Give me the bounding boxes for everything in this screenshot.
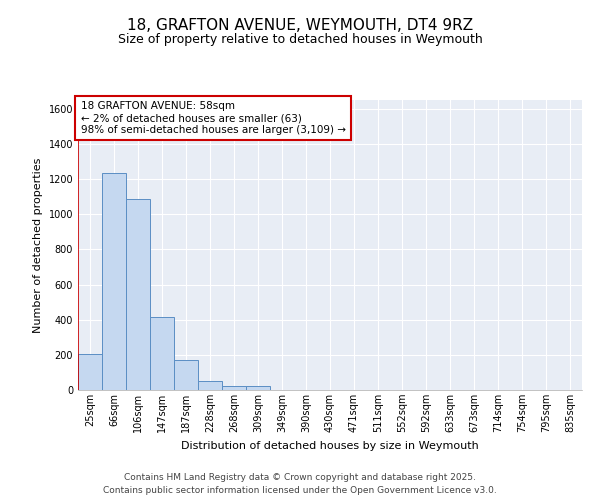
Y-axis label: Number of detached properties: Number of detached properties (33, 158, 43, 332)
Bar (78, 354, 102, 390)
Text: 18 GRAFTON AVENUE: 58sqm
← 2% of detached houses are smaller (63)
98% of semi-de: 18 GRAFTON AVENUE: 58sqm ← 2% of detache… (80, 102, 346, 134)
Bar (198, 381, 222, 390)
Text: 18, GRAFTON AVENUE, WEYMOUTH, DT4 9RZ: 18, GRAFTON AVENUE, WEYMOUTH, DT4 9RZ (127, 18, 473, 32)
X-axis label: Distribution of detached houses by size in Weymouth: Distribution of detached houses by size … (181, 440, 479, 450)
Bar (246, 386, 270, 390)
Bar (222, 386, 246, 390)
Text: Contains HM Land Registry data © Crown copyright and database right 2025.
Contai: Contains HM Land Registry data © Crown c… (103, 474, 497, 495)
Text: Size of property relative to detached houses in Weymouth: Size of property relative to detached ho… (118, 32, 482, 46)
Bar (126, 200, 150, 390)
Bar (102, 173, 126, 390)
Bar (150, 317, 174, 390)
Bar (174, 360, 198, 390)
